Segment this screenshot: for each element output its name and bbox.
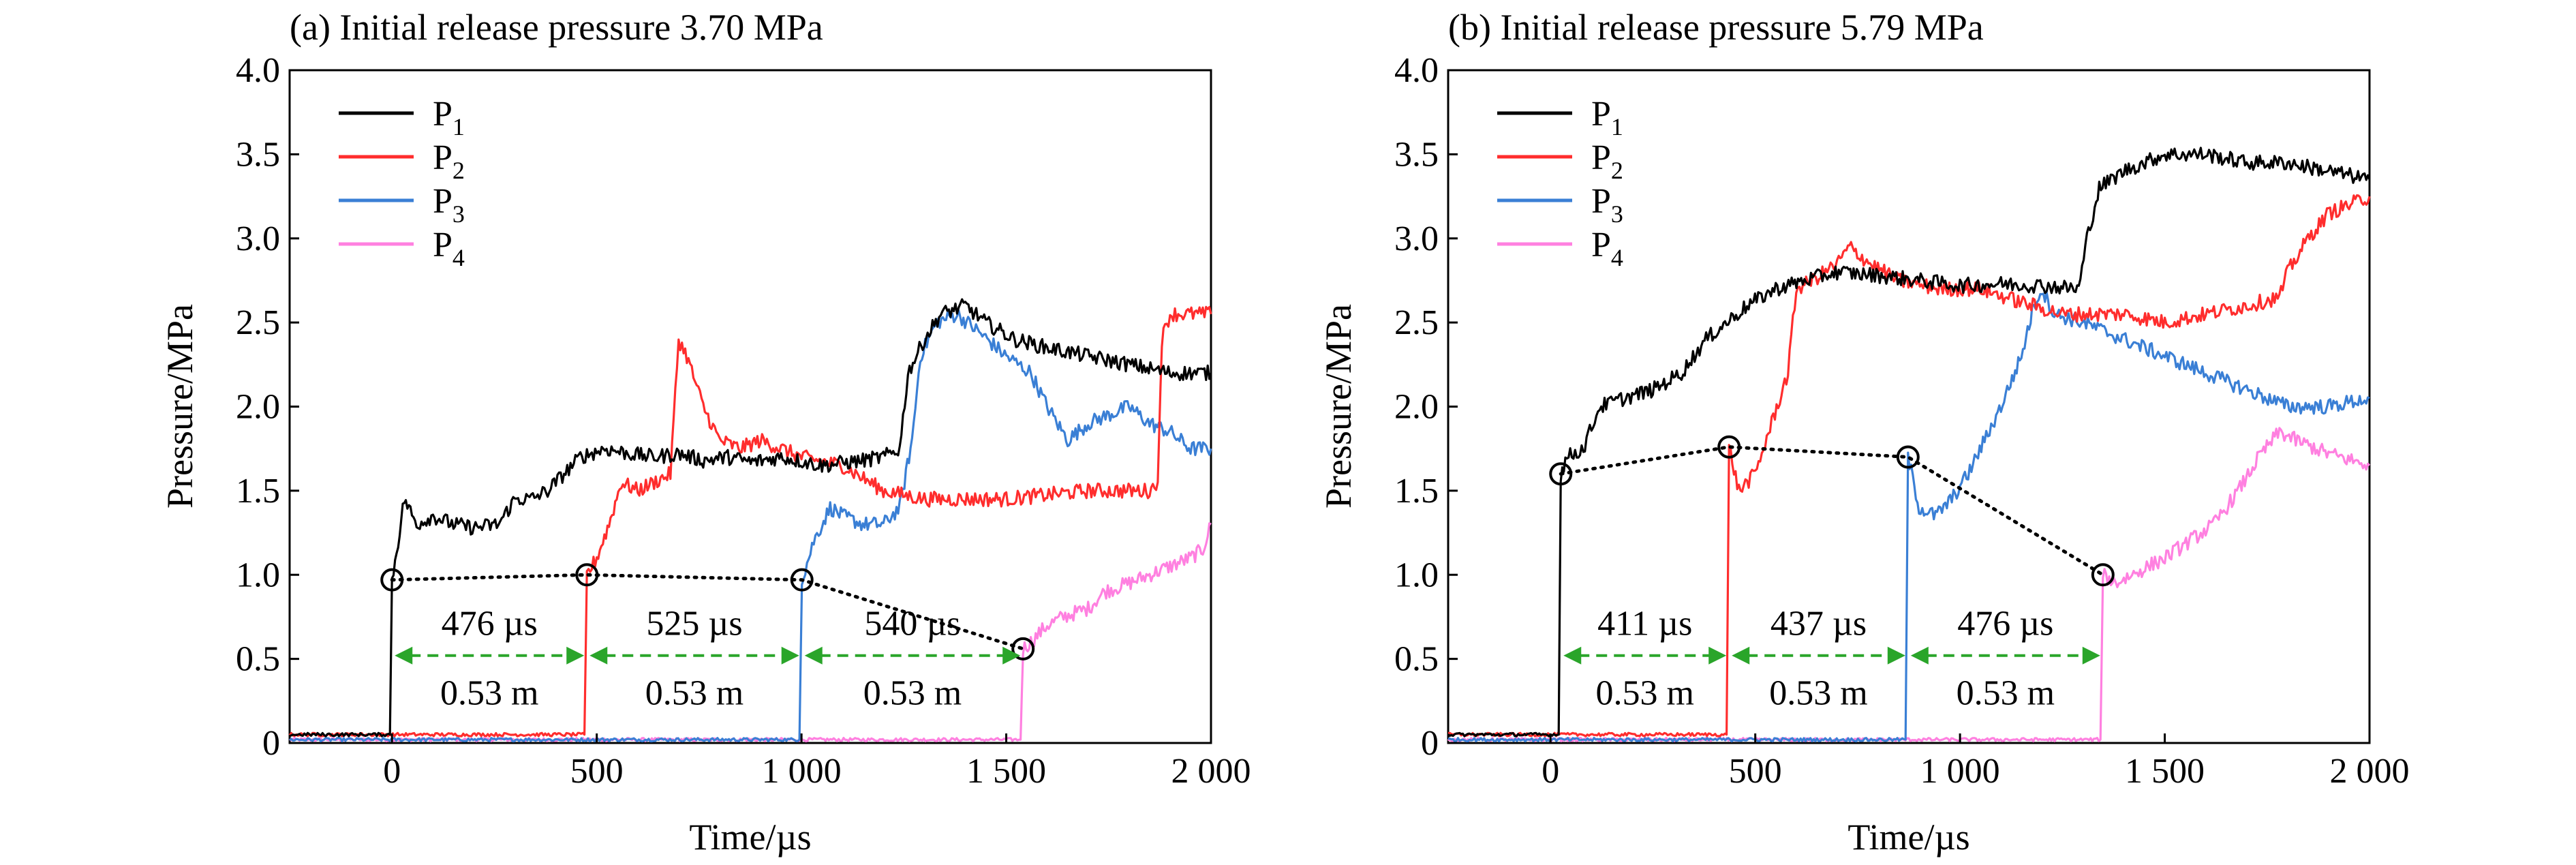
legend-label-p4: P4 bbox=[433, 226, 465, 271]
arrival-marker bbox=[1896, 445, 1920, 469]
interval-time-label: 476 µs bbox=[442, 605, 538, 643]
y-tick-label: 1.0 bbox=[1394, 556, 1439, 594]
arrival-marker bbox=[790, 568, 814, 592]
series-line-p2 bbox=[288, 305, 1212, 738]
x-tick-label: 500 bbox=[1729, 752, 1782, 791]
x-axis-label: Time/µs bbox=[689, 817, 811, 858]
arrow-head-right bbox=[1708, 646, 1727, 665]
arrival-marker bbox=[1011, 637, 1035, 661]
y-tick-label: 2.0 bbox=[1394, 388, 1439, 427]
legend-label-p3: P3 bbox=[433, 182, 465, 228]
x-tick-label: 0 bbox=[1542, 752, 1559, 791]
interval-distance-label: 0.53 m bbox=[1769, 674, 1867, 713]
legend-label-p1: P1 bbox=[433, 95, 465, 140]
legend-label-p1: P1 bbox=[1591, 95, 1623, 140]
interval-time-label: 476 µs bbox=[1957, 605, 2053, 643]
x-tick-label: 1 500 bbox=[2125, 752, 2205, 791]
y-tick-label: 1.5 bbox=[1394, 472, 1439, 511]
series-line-p3 bbox=[1447, 290, 2370, 743]
interval-distance-label: 0.53 m bbox=[1596, 674, 1694, 713]
y-tick-label: 3.5 bbox=[236, 135, 280, 174]
legend-label-p2: P2 bbox=[1591, 138, 1623, 184]
arrow-head-right bbox=[1002, 646, 1021, 665]
y-tick-label: 4.0 bbox=[1394, 51, 1439, 90]
y-tick-label: 4.0 bbox=[236, 51, 280, 90]
series-lines bbox=[288, 298, 1212, 743]
chart-panel-b: (b) Initial release pressure 5.79 MPa 41… bbox=[1318, 7, 2410, 858]
interval-time-label: 437 µs bbox=[1770, 605, 1867, 643]
y-tick-label: 0 bbox=[262, 724, 280, 763]
chart-panel-a: (a) Initial release pressure 3.70 MPa 47… bbox=[159, 7, 1251, 858]
arrow-head-left bbox=[395, 646, 413, 665]
arrow-head-left bbox=[1563, 646, 1582, 665]
y-axis-label: Pressure/MPa bbox=[1318, 304, 1359, 509]
x-tick-label: 0 bbox=[383, 752, 401, 791]
y-axis-label: Pressure/MPa bbox=[159, 304, 200, 509]
series-line-p2 bbox=[1447, 194, 2371, 738]
x-tick-label: 2 000 bbox=[1171, 752, 1251, 791]
annotations: 476 µs 0.53 m 525 µs 0.53 m 540 µs 0.53 m bbox=[380, 563, 1035, 713]
arrow-head-right bbox=[1887, 646, 1905, 665]
series-line-p3 bbox=[289, 309, 1212, 743]
interval-distance-label: 0.53 m bbox=[1957, 674, 2055, 713]
marker-connector bbox=[390, 573, 1025, 651]
y-tick-label: 2.5 bbox=[1394, 303, 1439, 342]
arrival-marker bbox=[2091, 563, 2115, 587]
y-tick-label: 2.0 bbox=[236, 388, 280, 427]
interval-distance-label: 0.53 m bbox=[863, 674, 962, 713]
arrow-head-left bbox=[1910, 646, 1929, 665]
interval-time-label: 411 µs bbox=[1597, 605, 1692, 643]
arrow-head-right bbox=[2082, 646, 2100, 665]
y-tick-label: 2.5 bbox=[236, 303, 280, 342]
series-line-p4 bbox=[289, 522, 1212, 743]
arrival-marker bbox=[575, 563, 599, 587]
x-tick-label: 1 000 bbox=[1920, 752, 2000, 791]
series-line-p1 bbox=[1447, 147, 2371, 738]
arrow-head-right bbox=[781, 646, 799, 665]
arrival-marker bbox=[1549, 462, 1573, 486]
interval-distance-label: 0.53 m bbox=[440, 674, 538, 713]
axis-ticks: 0 500 1 000 1 500 2 000 0 0.5 1.0 1.5 2.0 2.5 3.0 3.… bbox=[236, 51, 1251, 791]
axis-ticks: 0 500 1 000 1 500 2 000 0 0.5 1.0 1.5 2.0 2.5 3.0 3.… bbox=[1394, 51, 2410, 791]
chart-title: (b) Initial release pressure 5.79 MPa bbox=[1448, 7, 1984, 48]
arrow-head-right bbox=[566, 646, 585, 665]
x-tick-label: 1 000 bbox=[762, 752, 842, 791]
y-tick-label: 3.5 bbox=[1394, 135, 1439, 174]
series-line-p1 bbox=[289, 298, 1212, 738]
x-tick-label: 500 bbox=[570, 752, 624, 791]
arrow-head-left bbox=[589, 646, 608, 665]
y-tick-label: 0.5 bbox=[1394, 640, 1439, 679]
x-tick-label: 2 000 bbox=[2330, 752, 2410, 791]
arrow-head-left bbox=[804, 646, 823, 665]
interval-distance-label: 0.53 m bbox=[645, 674, 743, 713]
annotations: 411 µs 0.53 m 437 µs 0.53 m 476 µs 0.53 m bbox=[1549, 435, 2115, 713]
arrow-head-left bbox=[1732, 646, 1750, 665]
legend-label-p4: P4 bbox=[1591, 226, 1623, 271]
arrival-marker bbox=[1717, 435, 1741, 459]
plot-frame bbox=[288, 69, 1212, 744]
arrival-marker bbox=[380, 568, 404, 592]
legend-label-p2: P2 bbox=[433, 138, 465, 184]
x-tick-label: 1 500 bbox=[966, 752, 1046, 791]
y-tick-label: 3.0 bbox=[1394, 219, 1439, 258]
plot-frame bbox=[1447, 69, 2371, 744]
marker-connector bbox=[1559, 445, 2105, 577]
chart-title: (a) Initial release pressure 3.70 MPa bbox=[290, 7, 823, 48]
series-lines bbox=[1447, 147, 2371, 743]
y-tick-label: 0 bbox=[1421, 724, 1439, 763]
y-tick-label: 0.5 bbox=[236, 640, 280, 679]
y-tick-label: 3.0 bbox=[236, 219, 280, 258]
interval-time-label: 525 µs bbox=[646, 605, 742, 643]
y-tick-label: 1.5 bbox=[236, 472, 280, 511]
interval-time-label: 540 µs bbox=[864, 605, 960, 643]
x-axis-label: Time/µs bbox=[1847, 817, 1969, 858]
legend-label-p3: P3 bbox=[1591, 182, 1623, 228]
y-tick-label: 1.0 bbox=[236, 556, 280, 594]
